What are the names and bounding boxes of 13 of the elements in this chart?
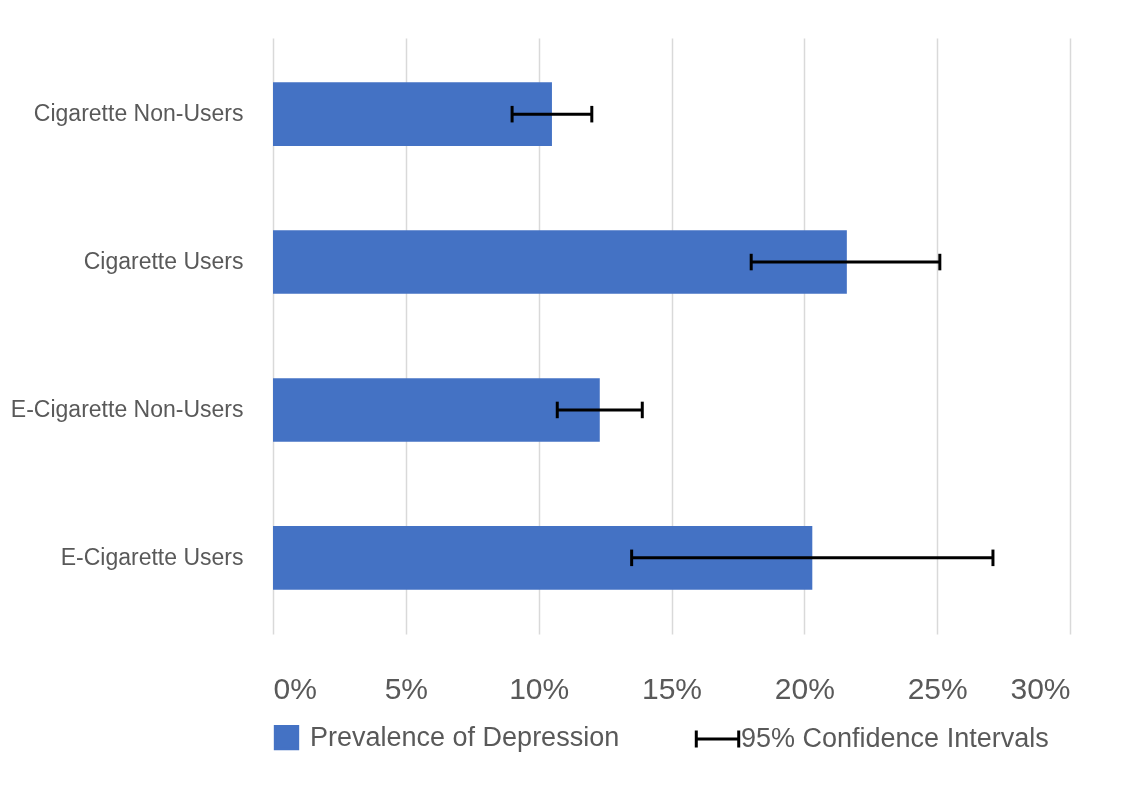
- x-tick-label: 30%: [1010, 671, 1071, 705]
- x-tick-label: 10%: [509, 671, 570, 705]
- y-tick-label: Cigarette Non-Users: [33, 100, 244, 127]
- text: 95% Confidence Intervals: [741, 723, 1049, 754]
- x-tick-label: 15%: [641, 671, 703, 705]
- y-tick-label: E-Cigarette Non-Users: [10, 395, 244, 422]
- x-tick-label: 0%: [273, 671, 317, 705]
- x-tick-label: 5%: [384, 671, 429, 705]
- x-tick-label: 25%: [907, 671, 968, 705]
- x-tick-label: 20%: [774, 671, 835, 705]
- y-tick-label: Cigarette Users: [83, 248, 244, 275]
- legend-label: Prevalence of Depression: [310, 721, 620, 752]
- y-tick-label: E-Cigarette Users: [60, 543, 244, 570]
